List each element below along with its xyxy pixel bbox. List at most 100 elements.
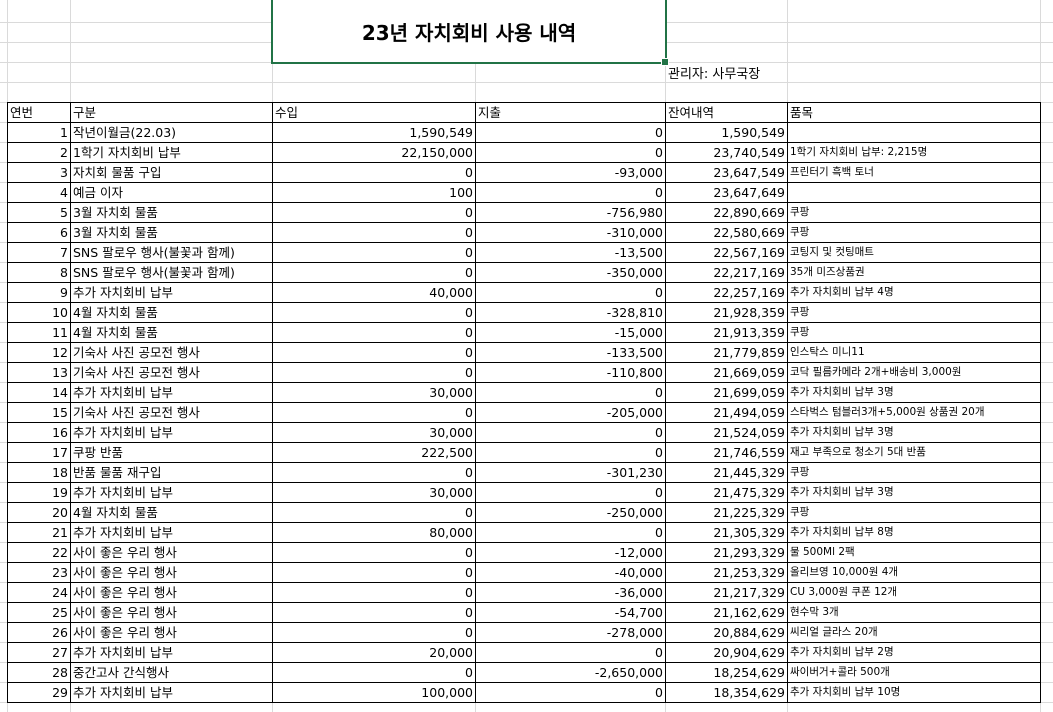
cell-income[interactable]: 20,000 (272, 642, 476, 663)
cell-category[interactable]: 사이 좋은 우리 행사 (70, 542, 273, 563)
cell-income[interactable]: 0 (272, 562, 476, 583)
cell-item[interactable] (787, 122, 1041, 143)
cell-balance[interactable]: 20,884,629 (665, 622, 788, 643)
cell-category[interactable]: 사이 좋은 우리 행사 (70, 602, 273, 623)
cell-row-number[interactable]: 12 (7, 342, 71, 363)
cell-income[interactable]: 22,150,000 (272, 142, 476, 163)
cell-balance[interactable]: 21,305,329 (665, 522, 788, 543)
cell-row-number[interactable]: 1 (7, 122, 71, 143)
cell-item[interactable]: 추가 자치회비 납부 3명 (787, 482, 1041, 503)
cell-expense[interactable]: -328,810 (475, 302, 666, 323)
cell-income[interactable]: 30,000 (272, 422, 476, 443)
cell-expense[interactable]: -40,000 (475, 562, 666, 583)
cell-balance[interactable]: 22,567,169 (665, 242, 788, 263)
cell-income[interactable]: 0 (272, 542, 476, 563)
cell-income[interactable]: 0 (272, 202, 476, 223)
cell-balance[interactable]: 21,699,059 (665, 382, 788, 403)
cell-balance[interactable]: 21,779,859 (665, 342, 788, 363)
cell-income[interactable]: 0 (272, 402, 476, 423)
cell-category[interactable]: 추가 자치회비 납부 (70, 642, 273, 663)
cell-item[interactable]: 씨리얼 글라스 20개 (787, 622, 1041, 643)
cell-balance[interactable]: 21,524,059 (665, 422, 788, 443)
cell-expense[interactable]: -2,650,000 (475, 662, 666, 683)
cell-balance[interactable]: 22,217,169 (665, 262, 788, 283)
cell-expense[interactable]: -54,700 (475, 602, 666, 623)
cell-income[interactable]: 30,000 (272, 382, 476, 403)
cell-expense[interactable]: -350,000 (475, 262, 666, 283)
cell-balance[interactable]: 1,590,549 (665, 122, 788, 143)
cell-income[interactable]: 0 (272, 602, 476, 623)
cell-category[interactable]: 추가 자치회비 납부 (70, 682, 273, 703)
cell-expense[interactable]: 0 (475, 422, 666, 443)
cell-income[interactable]: 0 (272, 622, 476, 643)
cell-balance[interactable]: 21,494,059 (665, 402, 788, 423)
cell-category[interactable]: 예금 이자 (70, 182, 273, 203)
cell-row-number[interactable]: 22 (7, 542, 71, 563)
cell-balance[interactable]: 21,669,059 (665, 362, 788, 383)
cell-balance[interactable]: 23,647,649 (665, 182, 788, 203)
cell-expense[interactable]: 0 (475, 482, 666, 503)
cell-category[interactable]: 3월 자치회 물품 (70, 222, 273, 243)
cell-income[interactable]: 100 (272, 182, 476, 203)
cell-item[interactable]: 물 500Ml 2팩 (787, 542, 1041, 563)
cell-income[interactable]: 0 (272, 162, 476, 183)
cell-category[interactable]: 사이 좋은 우리 행사 (70, 582, 273, 603)
cell-item[interactable]: 추가 자치회비 납부 8명 (787, 522, 1041, 543)
cell-expense[interactable]: -15,000 (475, 322, 666, 343)
cell-row-number[interactable]: 5 (7, 202, 71, 223)
cell-balance[interactable]: 21,162,629 (665, 602, 788, 623)
cell-item[interactable]: 추가 자치회비 납부 4명 (787, 282, 1041, 303)
manager-cell[interactable]: 관리자: 사무국장 (668, 67, 761, 82)
cell-category[interactable]: 작년이월금(22.03) (70, 122, 273, 143)
column-header[interactable]: 수입 (272, 102, 476, 123)
cell-category[interactable]: SNS 팔로우 행사(불꽃과 함께) (70, 242, 273, 263)
cell-balance[interactable]: 21,475,329 (665, 482, 788, 503)
cell-item[interactable]: 올리브영 10,000원 4개 (787, 562, 1041, 583)
cell-income[interactable]: 100,000 (272, 682, 476, 703)
cell-balance[interactable]: 21,928,359 (665, 302, 788, 323)
cell-item[interactable]: 추가 자치회비 납부 2명 (787, 642, 1041, 663)
cell-expense[interactable]: -93,000 (475, 162, 666, 183)
cell-item[interactable]: CU 3,000원 쿠폰 12개 (787, 582, 1041, 603)
cell-category[interactable]: 반품 물품 재구입 (70, 462, 273, 483)
title-cell[interactable]: 23년 자치회비 사용 내역 (271, 0, 667, 64)
cell-item[interactable]: 추가 자치회비 납부 3명 (787, 422, 1041, 443)
cell-category[interactable]: 중간고사 간식행사 (70, 662, 273, 683)
cell-category[interactable]: 추가 자치회비 납부 (70, 482, 273, 503)
cell-expense[interactable]: -250,000 (475, 502, 666, 523)
cell-balance[interactable]: 22,890,669 (665, 202, 788, 223)
cell-item[interactable]: 코닥 필름카메라 2개+배송비 3,000원 (787, 362, 1041, 383)
cell-row-number[interactable]: 24 (7, 582, 71, 603)
cell-row-number[interactable]: 9 (7, 282, 71, 303)
cell-item[interactable]: 쿠팡 (787, 322, 1041, 343)
cell-income[interactable]: 40,000 (272, 282, 476, 303)
cell-row-number[interactable]: 23 (7, 562, 71, 583)
cell-income[interactable]: 0 (272, 462, 476, 483)
cell-row-number[interactable]: 10 (7, 302, 71, 323)
cell-income[interactable]: 0 (272, 342, 476, 363)
column-header[interactable]: 구분 (70, 102, 273, 123)
cell-category[interactable]: 자치회 물품 구입 (70, 162, 273, 183)
cell-category[interactable]: 기숙사 사진 공모전 행사 (70, 402, 273, 423)
cell-item[interactable]: 쿠팡 (787, 202, 1041, 223)
cell-row-number[interactable]: 29 (7, 682, 71, 703)
cell-balance[interactable]: 22,580,669 (665, 222, 788, 243)
cell-expense[interactable]: 0 (475, 182, 666, 203)
cell-income[interactable]: 0 (272, 502, 476, 523)
cell-item[interactable]: 재고 부족으로 청소기 5대 반품 (787, 442, 1041, 463)
cell-category[interactable]: 추가 자치회비 납부 (70, 522, 273, 543)
cell-row-number[interactable]: 11 (7, 322, 71, 343)
cell-row-number[interactable]: 19 (7, 482, 71, 503)
cell-expense[interactable]: -301,230 (475, 462, 666, 483)
cell-row-number[interactable]: 28 (7, 662, 71, 683)
cell-category[interactable]: 1학기 자치회비 납부 (70, 142, 273, 163)
cell-expense[interactable]: 0 (475, 142, 666, 163)
cell-income[interactable]: 0 (272, 262, 476, 283)
cell-category[interactable]: 3월 자치회 물품 (70, 202, 273, 223)
cell-expense[interactable]: -133,500 (475, 342, 666, 363)
cell-row-number[interactable]: 6 (7, 222, 71, 243)
cell-balance[interactable]: 20,904,629 (665, 642, 788, 663)
cell-item[interactable]: 스타벅스 텀블러3개+5,000원 상품권 20개 (787, 402, 1041, 423)
cell-expense[interactable]: -36,000 (475, 582, 666, 603)
cell-expense[interactable]: -278,000 (475, 622, 666, 643)
